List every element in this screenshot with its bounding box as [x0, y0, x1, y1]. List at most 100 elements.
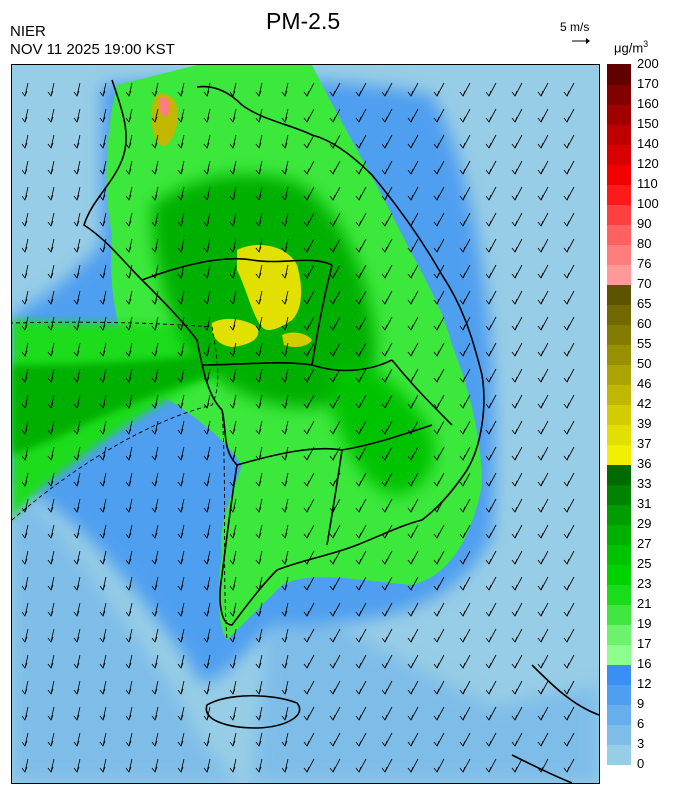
- wind-arrow: [21, 420, 29, 435]
- wind-arrow: [281, 342, 289, 357]
- wind-arrow: [537, 758, 549, 773]
- wind-arrow: [177, 758, 185, 773]
- wind-arrow: [537, 420, 549, 435]
- wind-arrow: [563, 368, 575, 383]
- colorbar-tick-label: 90: [637, 216, 652, 231]
- wind-arrow: [203, 446, 211, 461]
- wind-arrow: [47, 680, 55, 695]
- wind-arrow: [229, 160, 237, 175]
- wind-arrow: [177, 394, 185, 409]
- wind-arrow: [303, 368, 315, 383]
- wind-arrow: [459, 446, 471, 461]
- wind-arrow: [73, 212, 81, 227]
- pm25-map[interactable]: [11, 64, 600, 784]
- colorbar-tick-label: 36: [637, 456, 652, 471]
- wind-arrow: [21, 498, 29, 513]
- wind-arrow: [229, 316, 237, 331]
- wind-arrow: [229, 108, 237, 123]
- wind-arrow: [433, 290, 445, 305]
- wind-arrow: [511, 498, 523, 513]
- wind-arrow: [203, 576, 211, 591]
- wind-arrow: [255, 238, 263, 253]
- wind-arrow: [151, 680, 159, 695]
- wind-arrow: [511, 550, 523, 565]
- wind-arrow: [407, 498, 419, 513]
- wind-arrow: [151, 602, 159, 617]
- colorbar-segment: [607, 324, 631, 345]
- wind-arrow: [47, 628, 55, 643]
- wind-arrow: [433, 758, 445, 773]
- wind-arrow: [459, 576, 471, 591]
- wind-arrow: [229, 134, 237, 149]
- wind-arrow: [563, 706, 575, 721]
- wind-arrow: [485, 420, 497, 435]
- wind-arrow: [203, 420, 211, 435]
- wind-arrow: [303, 524, 315, 539]
- wind-arrow: [485, 472, 497, 487]
- colorbar-segment: [607, 584, 631, 605]
- wind-arrow: [303, 264, 315, 279]
- wind-arrow: [459, 654, 471, 669]
- wind-arrow: [21, 550, 29, 565]
- wind-arrow: [563, 316, 575, 331]
- wind-arrow: [459, 602, 471, 617]
- wind-arrow: [99, 446, 107, 461]
- wind-arrow: [381, 394, 393, 409]
- wind-arrow: [407, 290, 419, 305]
- colorbar-segment: [607, 84, 631, 105]
- wind-arrow: [537, 212, 549, 227]
- wind-arrow: [203, 394, 211, 409]
- wind-arrow: [203, 212, 211, 227]
- wind-arrow: [203, 186, 211, 201]
- wind-arrow: [329, 758, 341, 773]
- wind-arrow: [255, 186, 263, 201]
- wind-arrow: [537, 160, 549, 175]
- wind-arrow: [281, 186, 289, 201]
- wind-arrow: [255, 472, 263, 487]
- colorbar-segment: [607, 624, 631, 645]
- wind-arrow: [303, 576, 315, 591]
- wind-arrow: [21, 394, 29, 409]
- wind-arrow: [485, 654, 497, 669]
- wind-arrow: [125, 368, 133, 383]
- wind-arrow: [433, 368, 445, 383]
- wind-arrow: [407, 420, 419, 435]
- colorbar-tick-label: 150: [637, 116, 659, 131]
- wind-arrow: [381, 680, 393, 695]
- wind-arrow: [381, 654, 393, 669]
- wind-arrow: [407, 394, 419, 409]
- wind-arrow: [47, 160, 55, 175]
- wind-arrow: [229, 550, 237, 565]
- wind-arrow: [21, 732, 29, 747]
- colorbar-segment: [607, 224, 631, 245]
- wind-arrow: [563, 602, 575, 617]
- wind-arrow: [355, 108, 367, 123]
- wind-arrow: [485, 732, 497, 747]
- wind-arrow: [47, 134, 55, 149]
- wind-arrow: [99, 394, 107, 409]
- wind-arrow: [459, 134, 471, 149]
- wind-arrow: [329, 550, 341, 565]
- wind-arrow: [229, 420, 237, 435]
- wind-arrow: [355, 394, 367, 409]
- wind-arrow: [407, 264, 419, 279]
- wind-arrow: [151, 706, 159, 721]
- wind-arrow: [99, 472, 107, 487]
- wind-arrow: [459, 706, 471, 721]
- wind-arrow: [177, 420, 185, 435]
- wind-arrow: [459, 160, 471, 175]
- wind-arrow: [407, 472, 419, 487]
- wind-arrow: [355, 654, 367, 669]
- wind-arrow: [381, 186, 393, 201]
- wind-arrow: [21, 82, 29, 97]
- wind-arrow: [537, 108, 549, 123]
- wind-arrow: [381, 472, 393, 487]
- wind-arrow: [21, 316, 29, 331]
- wind-arrow: [177, 290, 185, 305]
- wind-arrow: [485, 602, 497, 617]
- wind-arrow: [511, 290, 523, 305]
- wind-arrow: [125, 238, 133, 253]
- colorbar-tick-label: 55: [637, 336, 652, 351]
- wind-arrow: [355, 186, 367, 201]
- wind-arrow: [355, 264, 367, 279]
